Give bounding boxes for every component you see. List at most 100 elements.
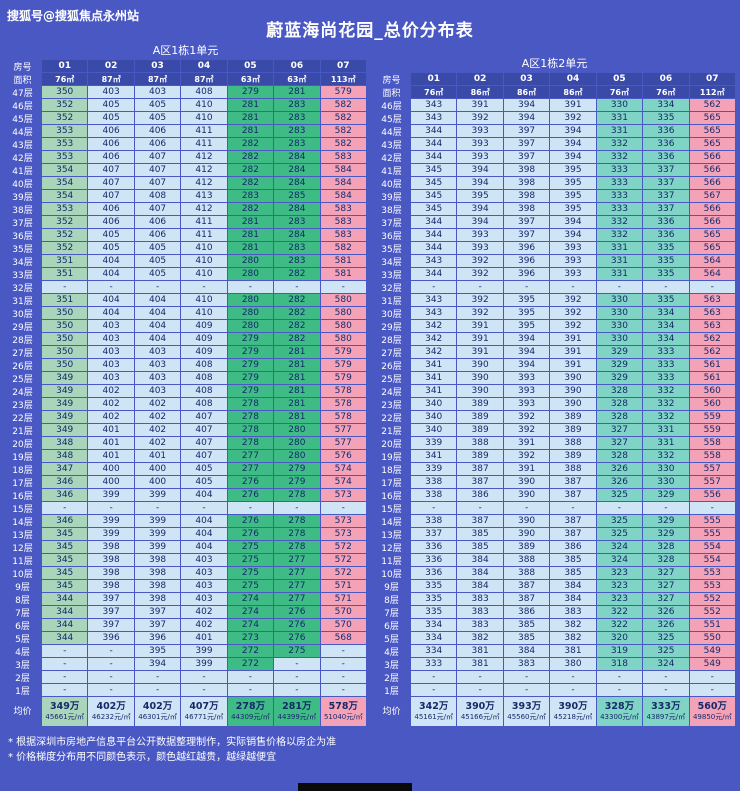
price-cell: 327	[643, 567, 690, 580]
price-cell: 276	[227, 515, 275, 528]
price-cell: 576	[320, 450, 367, 463]
price-cell: 561	[689, 359, 736, 372]
price-cell: -	[643, 684, 690, 697]
price-cell: 564	[689, 255, 736, 268]
price-cell: 333	[596, 203, 644, 216]
column-header: 03	[134, 60, 182, 73]
price-cell: 335	[411, 593, 458, 606]
area-value: 76㎡	[42, 73, 89, 86]
price-cell: 281	[227, 229, 275, 242]
floor-label: 42层	[381, 153, 402, 164]
price-cell: 409	[181, 320, 228, 333]
price-cell: 282	[274, 307, 321, 320]
price-cell: 333	[643, 372, 690, 385]
price-cell: 351	[42, 268, 89, 281]
price-table-unit1: A区1栋1单元 房号 01 02 03 04 05 06 07 面积 76㎡ 87㎡ 87㎡ 87㎡ 63…	[4, 44, 367, 727]
area-value: 63㎡	[227, 73, 275, 86]
price-cell: 334	[643, 333, 690, 346]
price-cell: 280	[274, 450, 321, 463]
price-cell: 345	[411, 177, 458, 190]
price-cell: 584	[320, 190, 367, 203]
price-cell: 396	[503, 242, 551, 255]
price-cell: 401	[134, 450, 182, 463]
price-cell: 399	[134, 515, 182, 528]
price-cell: 401	[88, 450, 135, 463]
price-cell: 319	[596, 645, 644, 658]
price-cell: 577	[320, 424, 367, 437]
column-header: 07	[320, 60, 367, 73]
price-cell: 329	[596, 346, 644, 359]
price-cell: 394	[503, 346, 551, 359]
floor-label: 35层	[12, 244, 33, 255]
floor-label: 4层	[384, 647, 399, 658]
price-cell: 391	[550, 99, 597, 112]
floor-label: 45层	[381, 114, 402, 125]
price-cell: 279	[227, 359, 275, 372]
price-cell: 345	[42, 580, 89, 593]
price-cell: 279	[274, 463, 321, 476]
price-cell: 278	[227, 424, 275, 437]
price-cell: 336	[643, 229, 690, 242]
price-cell: 399	[134, 489, 182, 502]
price-cell: 407	[181, 450, 228, 463]
price-cell: 394	[503, 99, 551, 112]
area-value: 76㎡	[596, 86, 644, 99]
floor-label: 27层	[381, 348, 402, 359]
price-cell: 574	[320, 463, 367, 476]
price-cell: 410	[181, 112, 228, 125]
price-cell: -	[320, 684, 367, 697]
price-cell: 350	[42, 320, 89, 333]
average-cell: 578万 51040元/㎡	[320, 697, 367, 727]
price-cell: 412	[181, 177, 228, 190]
price-cell: 335	[643, 294, 690, 307]
price-cell: 329	[596, 372, 644, 385]
price-cell: 566	[689, 203, 736, 216]
floor-label: 13层	[12, 530, 33, 541]
floor-label: 5层	[15, 634, 30, 645]
average-grid: 均价 342万 45161元/㎡ 390万 45166元/㎡ 393万 45560元/㎡ 39…	[373, 697, 736, 727]
price-cell: 393	[550, 242, 597, 255]
price-cell: 405	[88, 242, 135, 255]
price-cell: 335	[411, 580, 458, 593]
price-cell: 571	[320, 593, 367, 606]
price-cell: -	[274, 671, 321, 684]
price-cell: 397	[503, 138, 551, 151]
price-cell: 337	[643, 203, 690, 216]
floor-label: 25层	[381, 374, 402, 385]
price-cell: 403	[88, 346, 135, 359]
floor-label: 1层	[384, 686, 399, 697]
price-cell: 323	[596, 567, 644, 580]
price-cell: 397	[88, 593, 135, 606]
floor-label: 46层	[381, 101, 402, 112]
price-cell: 344	[411, 229, 458, 242]
price-cell: 386	[503, 606, 551, 619]
price-cell: -	[274, 502, 321, 515]
floor-label: 6层	[384, 621, 399, 632]
price-cell: 392	[457, 112, 504, 125]
topbar: 搜狐号@搜狐焦点永州站 蔚蓝海尚花园_总价分布表	[0, 0, 740, 44]
price-cell: 578	[320, 398, 367, 411]
price-cell: -	[503, 671, 551, 684]
price-cell: -	[411, 281, 458, 294]
price-table-unit2: A区1栋2单元 房号 01 02 03 04 05 06 07 面积 76㎡ 86㎡ 86㎡ 86㎡ 76…	[373, 57, 736, 727]
price-cell: 280	[227, 255, 275, 268]
price-cell: 277	[274, 567, 321, 580]
price-cell: 406	[88, 216, 135, 229]
price-cell: 336	[643, 151, 690, 164]
price-cell: 384	[550, 580, 597, 593]
price-cell: 398	[134, 567, 182, 580]
price-cell: 332	[596, 138, 644, 151]
price-cell: 343	[411, 294, 458, 307]
area-value: 86㎡	[550, 86, 597, 99]
price-cell: 349	[42, 424, 89, 437]
price-cell: 398	[88, 554, 135, 567]
price-cell: 394	[457, 177, 504, 190]
average-unit-price: 43897元/㎡	[646, 712, 686, 721]
price-cell: 395	[457, 190, 504, 203]
price-cell: 407	[88, 164, 135, 177]
average-cell: 407万 46771元/㎡	[181, 697, 228, 727]
floor-label: 7层	[15, 608, 30, 619]
price-cell: 346	[42, 515, 89, 528]
price-cell: 277	[274, 580, 321, 593]
price-cell: -	[88, 645, 135, 658]
